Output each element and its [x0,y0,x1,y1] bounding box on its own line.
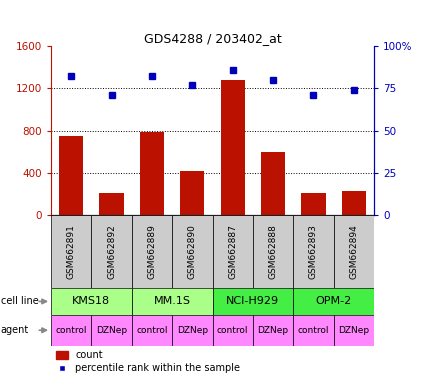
Bar [293,215,334,288]
Bar [91,315,132,346]
Bar [221,80,245,215]
Bar [172,315,212,346]
Text: GSM662891: GSM662891 [67,224,76,279]
Text: control: control [55,326,87,335]
Title: GDS4288 / 203402_at: GDS4288 / 203402_at [144,32,281,45]
Bar [334,315,374,346]
Text: KMS18: KMS18 [72,296,110,306]
Text: DZNep: DZNep [96,326,127,335]
Bar [334,215,374,288]
Bar [212,315,253,346]
Bar [51,215,91,288]
Bar [51,288,132,315]
Text: GSM662893: GSM662893 [309,224,318,279]
Text: DZNep: DZNep [177,326,208,335]
Text: DZNep: DZNep [338,326,369,335]
Text: control: control [136,326,168,335]
Bar [132,315,172,346]
Text: GSM662892: GSM662892 [107,224,116,279]
Bar [253,215,293,288]
Bar [172,215,212,288]
Text: control: control [298,326,329,335]
Text: GSM662889: GSM662889 [147,224,156,279]
Bar [51,315,91,346]
Text: MM.1S: MM.1S [153,296,191,306]
Bar [180,170,204,215]
Bar [132,288,212,315]
Bar [132,215,172,288]
Bar [261,152,285,215]
Bar [293,315,334,346]
Text: OPM-2: OPM-2 [315,296,352,306]
Bar [99,193,124,215]
Legend: count, percentile rank within the sample: count, percentile rank within the sample [56,351,240,373]
Text: control: control [217,326,249,335]
Bar [342,191,366,215]
Bar [293,288,374,315]
Text: GSM662887: GSM662887 [228,224,237,279]
Bar [140,132,164,215]
Text: NCI-H929: NCI-H929 [226,296,280,306]
Text: cell line: cell line [1,296,39,306]
Text: DZNep: DZNep [258,326,289,335]
Text: GSM662894: GSM662894 [349,224,358,279]
Bar [59,136,83,215]
Bar [212,215,253,288]
Bar [301,193,326,215]
Text: GSM662890: GSM662890 [188,224,197,279]
Bar [253,315,293,346]
Bar [91,215,132,288]
Bar [212,288,293,315]
Text: agent: agent [1,325,29,335]
Text: GSM662888: GSM662888 [269,224,278,279]
